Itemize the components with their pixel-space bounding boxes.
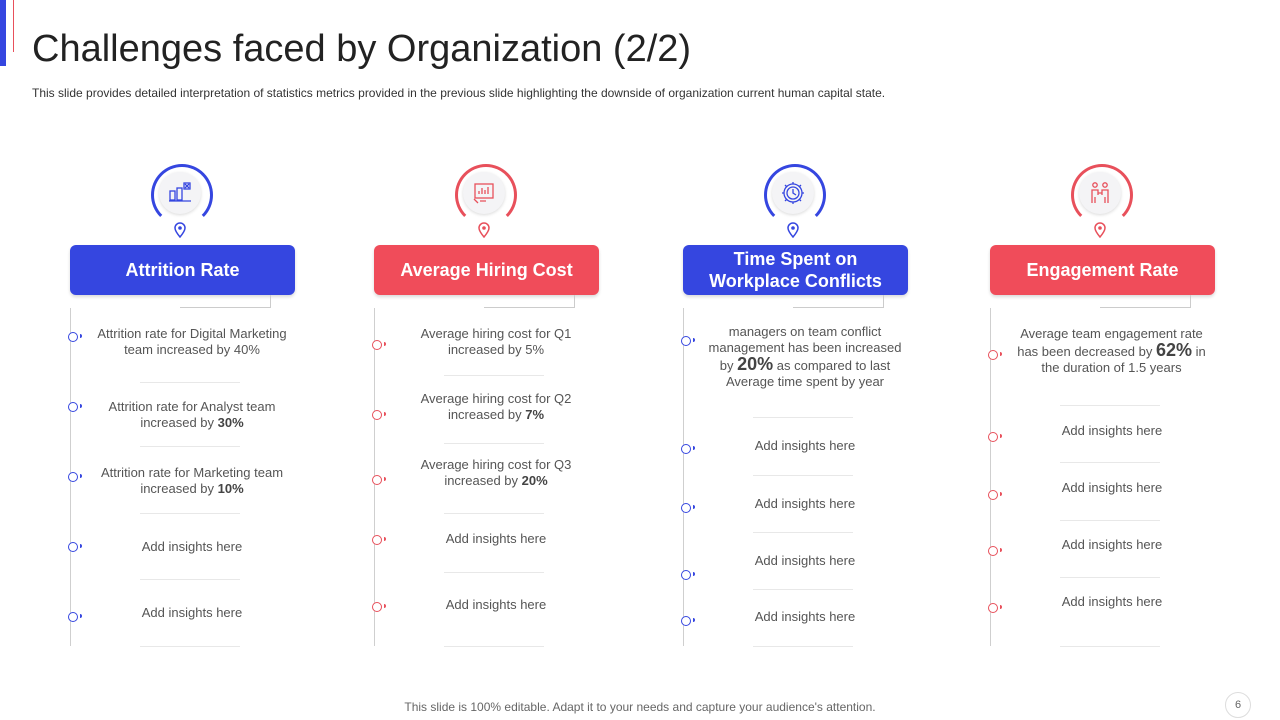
bullet-icon <box>68 332 82 342</box>
page-number: 6 <box>1225 692 1251 718</box>
bullet-icon <box>988 603 1002 613</box>
bullet-icon <box>988 490 1002 500</box>
attrition-icon-badge <box>151 164 213 226</box>
pin-icon <box>174 222 186 238</box>
engagement-rate-header: Engagement Rate <box>990 245 1215 295</box>
hiring-cost-icon <box>473 183 494 204</box>
pin-icon <box>787 222 799 238</box>
bullet-icon <box>372 340 386 350</box>
workplace-conflicts-header: Time Spent on Workplace Conflicts <box>683 245 908 295</box>
footer-note: This slide is 100% editable. Adapt it to… <box>404 700 876 714</box>
handshake-icon <box>1091 182 1109 203</box>
bullet-icon <box>372 475 386 485</box>
bullet-icon <box>372 535 386 545</box>
pin-icon <box>1094 222 1106 238</box>
bullet-icon <box>68 472 82 482</box>
hiring-cost-icon-badge <box>455 164 517 226</box>
clock-gear-icon-badge <box>764 164 826 226</box>
bullet-icon <box>681 616 695 626</box>
bullet-icon <box>681 444 695 454</box>
bullet-icon <box>372 410 386 420</box>
column-average-hiring-cost: Average Hiring Cost Average hiring cost … <box>372 160 614 660</box>
bullet-icon <box>681 570 695 580</box>
bullet-icon <box>372 602 386 612</box>
clock-gear-icon <box>782 182 804 204</box>
attrition-rate-header: Attrition Rate <box>70 245 295 295</box>
bullet-icon <box>681 336 695 346</box>
column-engagement-rate: Engagement Rate Average team engagement … <box>988 160 1230 660</box>
bullet-icon <box>988 546 1002 556</box>
column-workplace-conflicts: Time Spent on Workplace Conflicts manage… <box>681 160 923 660</box>
bullet-icon <box>988 432 1002 442</box>
column-attrition-rate: Attrition Rate Attrition rate for Digita… <box>68 160 310 660</box>
average-hiring-cost-header: Average Hiring Cost <box>374 245 599 295</box>
accent-bar <box>0 0 6 66</box>
page-title: Challenges faced by Organization (2/2) <box>32 28 692 70</box>
page-subtitle: This slide provides detailed interpretat… <box>32 86 886 100</box>
bullet-icon <box>68 612 82 622</box>
accent-line <box>13 0 14 52</box>
bullet-icon <box>681 503 695 513</box>
pin-icon <box>478 222 490 238</box>
handshake-icon-badge <box>1071 164 1133 226</box>
bullet-icon <box>68 402 82 412</box>
bullet-icon <box>68 542 82 552</box>
bullet-icon <box>988 350 1002 360</box>
attrition-icon <box>169 182 191 202</box>
